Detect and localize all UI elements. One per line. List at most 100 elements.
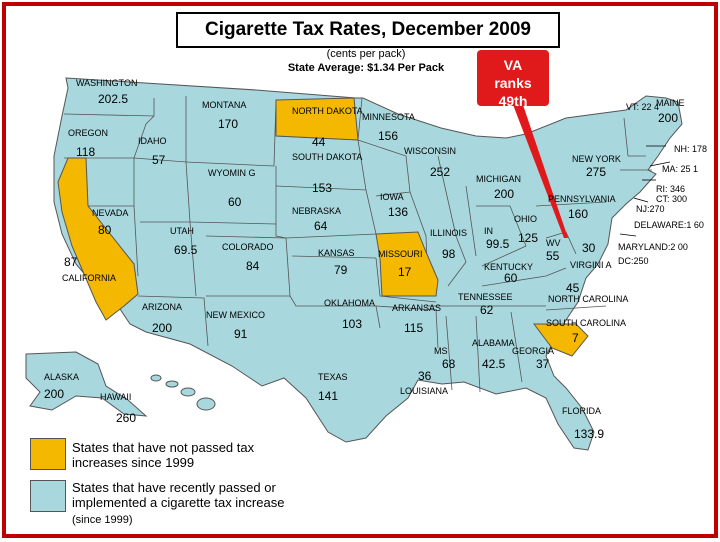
state-name-tn: TENNESSEE	[458, 292, 513, 302]
state-name-id: IDAHO	[138, 136, 167, 146]
state-shape-hi	[150, 374, 216, 411]
northeast-label-4: RI: 346	[656, 184, 685, 194]
state-tax-pa: 160	[568, 207, 588, 221]
state-tax-ga: 37	[536, 357, 550, 371]
state-tax-id: 57	[152, 153, 166, 167]
state-tax-ia: 136	[388, 205, 408, 219]
legend-label-not-passed: States that have not passed tax increase…	[72, 440, 255, 470]
state-name-nc: NORTH CAROLINA	[548, 294, 628, 304]
state-tax-ms: 68	[442, 357, 456, 371]
callout-line-1: VA	[503, 57, 523, 73]
state-tax-tx: 141	[318, 389, 338, 403]
state-tax-wv: 55	[546, 249, 560, 263]
state-tax-wi: 252	[430, 165, 450, 179]
northeast-label-6: DELAWARE:1 60	[634, 220, 704, 230]
va-rank-callout: VA ranks 49th	[477, 50, 549, 109]
state-tax-il: 98	[442, 247, 456, 261]
state-tax-wy: 60	[228, 195, 242, 209]
state-tax-ca: 87	[64, 255, 78, 269]
state-name-il: ILLINOIS	[430, 228, 467, 238]
state-tax-al: 42.5	[482, 357, 506, 371]
state-tax-oh: 125	[518, 231, 538, 245]
state-tax-ky: 60	[504, 271, 518, 285]
state-shape-ca	[57, 157, 139, 321]
state-tax-ar: 115	[404, 321, 423, 335]
legend-label-passed: States that have recently passed or impl…	[72, 480, 285, 510]
state-name-ia: IOWA	[380, 192, 404, 202]
state-name-nd: NORTH DAKOTA	[292, 106, 363, 116]
northeast-label-0: VT: 22 4	[626, 102, 659, 112]
page-title: Cigarette Tax Rates, December 2009	[205, 19, 531, 40]
state-tax-in: 99.5	[486, 237, 510, 251]
state-name-ak: ALASKA	[44, 372, 79, 382]
state-name-mt: MONTANA	[202, 100, 246, 110]
state-name-va: VIRGINI A	[570, 260, 612, 270]
state-name-co: COLORADO	[222, 242, 274, 252]
state-tax-ne: 64	[314, 219, 328, 233]
title-box: Cigarette Tax Rates, December 2009	[176, 12, 560, 48]
state-name-sd: SOUTH DAKOTA	[292, 152, 362, 162]
state-shape-nd	[275, 97, 359, 141]
callout-line-2: ranks	[494, 75, 532, 91]
northeast-label-5: NJ:270	[636, 204, 665, 214]
callout-line-3: 49th	[498, 93, 528, 109]
state-name-ms: MS	[434, 346, 448, 356]
state-name-or: OREGON	[68, 128, 108, 138]
state-tax-nv: 80	[98, 223, 112, 237]
state-name-mo: MISSOURI	[378, 249, 423, 259]
legend-note: (since 1999)	[72, 514, 133, 526]
state-tax-la: 36	[418, 369, 432, 383]
subtitle: (cents per pack)	[326, 48, 406, 60]
state-tax-ok: 103	[342, 317, 362, 331]
state-name-oh: OHIO	[514, 214, 537, 224]
state-tax-mn: 156	[378, 129, 398, 143]
state-name-sc: SOUTH CAROLINA	[546, 318, 626, 328]
state-name-hi: HAWAII	[100, 392, 131, 402]
state-tax-sc: 7	[572, 331, 579, 345]
state-name-ga: GEORGIA	[512, 346, 554, 356]
state-name-al: ALABAMA	[472, 338, 515, 348]
state-tax-va: 30	[582, 241, 596, 255]
state-name-wv: WV	[546, 238, 561, 248]
northeast-label-2: MA: 25 1	[662, 164, 698, 174]
state-tax-ny: 275	[586, 165, 606, 179]
legend-swatch-passed	[30, 480, 66, 512]
state-borders	[63, 96, 652, 393]
state-name-la: LOUISIANA	[400, 386, 448, 396]
state-labels: WASHINGTON 202.5 OREGON 118 CALIFORNIA 87 IDAH…	[44, 78, 707, 441]
state-tax-az: 200	[152, 321, 172, 335]
state-name-fl: FLORIDA	[562, 406, 601, 416]
state-name-ut: UTAH	[170, 226, 194, 236]
northeast-label-1: NH: 178	[674, 144, 707, 154]
state-tax-tn: 62	[480, 303, 494, 317]
state-tax-ak: 200	[44, 387, 64, 401]
state-name-me: MAINE	[656, 98, 685, 108]
state-tax-mo: 17	[398, 265, 412, 279]
us-outline	[53, 77, 683, 451]
state-shape-sc	[533, 323, 589, 357]
state-tax-nd: 44	[312, 135, 326, 149]
state-name-nm: NEW MEXICO	[206, 310, 265, 320]
state-name-pa: PENNSYLVANIA	[548, 194, 616, 204]
state-name-ok: OKLAHOMA	[324, 298, 375, 308]
state-average: State Average: $1.34 Per Pack	[287, 62, 445, 74]
state-tax-ut: 69.5	[174, 243, 198, 257]
state-name-ne: NEBRASKA	[292, 206, 341, 216]
state-tax-hi: 260	[116, 411, 136, 425]
northeast-label-3: CT: 300	[656, 194, 687, 204]
state-tax-sd: 153	[312, 181, 332, 195]
state-tax-wa: 202.5	[98, 92, 128, 106]
state-name-ny: NEW YORK	[572, 154, 621, 164]
state-tax-me: 200	[658, 111, 678, 125]
state-name-wa: WASHINGTON	[76, 78, 138, 88]
state-name-wy: WYOMIN G	[208, 168, 256, 178]
state-tax-nm: 91	[234, 327, 248, 341]
state-shape-ak	[25, 351, 148, 417]
state-name-ar: ARKANSAS	[392, 303, 441, 313]
state-name-ky: KENTUCKY	[484, 262, 533, 272]
state-tax-mi: 200	[494, 187, 514, 201]
us-map: WASHINGTON 202.5 OREGON 118 CALIFORNIA 87 IDAH…	[25, 77, 707, 451]
state-name-nv: NEVADA	[92, 208, 128, 218]
callout-pointer	[512, 102, 568, 238]
